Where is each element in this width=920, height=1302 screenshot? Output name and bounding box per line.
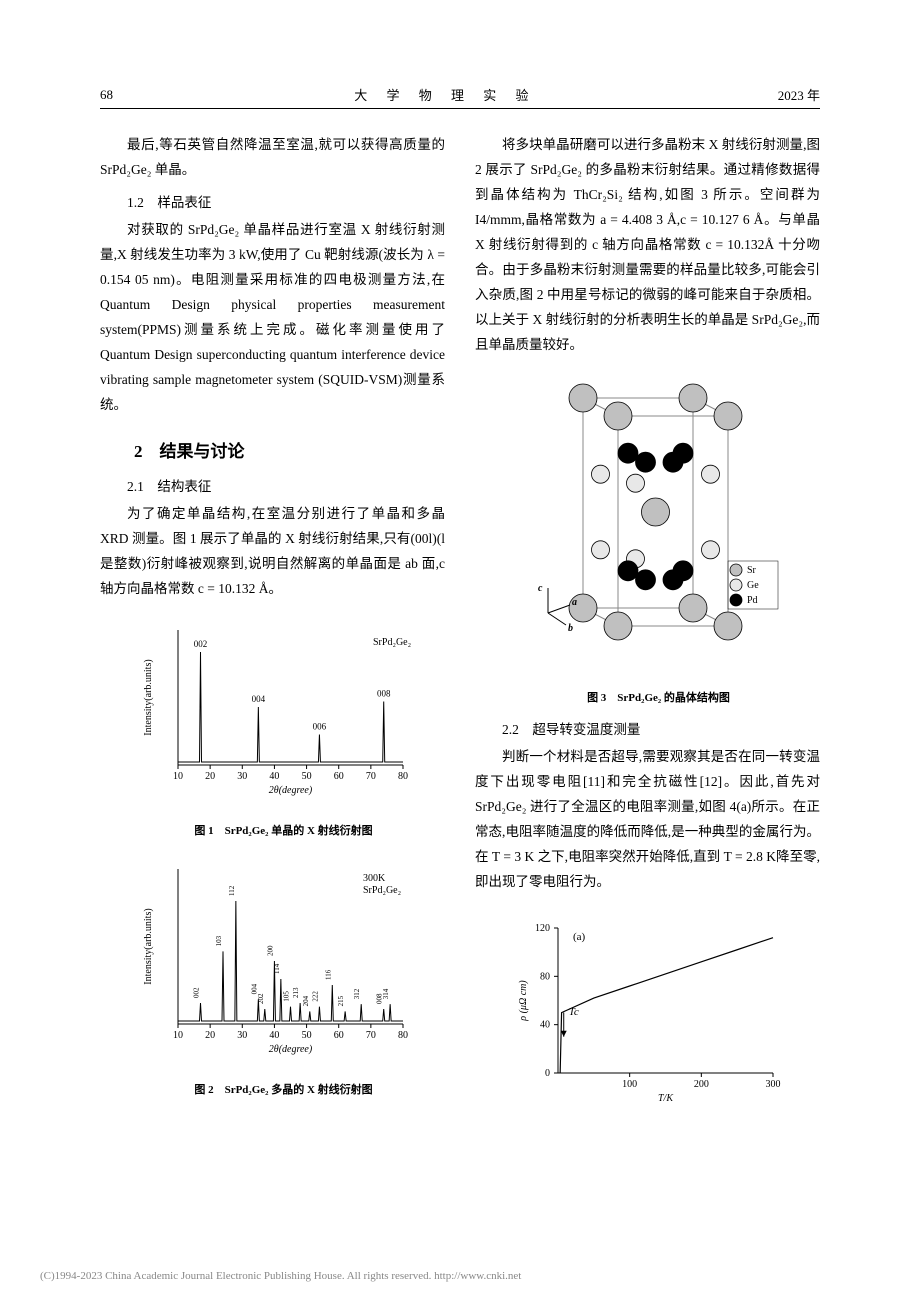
svg-text:40: 40 — [269, 771, 279, 782]
svg-text:300K: 300K — [363, 873, 386, 884]
svg-text:30: 30 — [237, 1030, 247, 1041]
svg-text:314: 314 — [382, 988, 390, 999]
fig2-caption: 图 2 SrPd₂Ge₂ 多晶的 X 射线衍射图 — [100, 1080, 445, 1100]
svg-text:105: 105 — [282, 991, 290, 1002]
svg-text:Pd: Pd — [747, 595, 758, 606]
svg-text:(a): (a) — [573, 931, 586, 943]
svg-text:40: 40 — [540, 1020, 550, 1031]
svg-text:Intensity(arb.units): Intensity(arb.units) — [143, 909, 154, 985]
svg-text:004: 004 — [251, 694, 265, 704]
fig4-chart: 100 200 300 0 40 80 120 (a) Tc T/K ρ (μΩ cm) — [508, 913, 788, 1103]
svg-text:100: 100 — [622, 1079, 637, 1090]
svg-text:300: 300 — [765, 1079, 780, 1090]
journal-title: 大 学 物 理 实 验 — [354, 85, 536, 104]
svg-text:Tc: Tc — [568, 1006, 578, 1018]
svg-text:312: 312 — [353, 988, 361, 999]
para: 判断一个材料是否超导,需要观察其是否在同一转变温度下出现零电阻[11]和完全抗磁… — [475, 745, 820, 895]
svg-text:10: 10 — [173, 771, 183, 782]
svg-text:80: 80 — [540, 971, 550, 982]
svg-text:116: 116 — [324, 970, 332, 981]
svg-text:2θ(degree): 2θ(degree) — [268, 1044, 312, 1055]
svg-text:b: b — [568, 623, 573, 634]
svg-text:SrPd₂Ge₂: SrPd₂Ge₂ — [363, 885, 401, 896]
svg-text:002: 002 — [193, 639, 207, 649]
svg-text:2θ(degree): 2θ(degree) — [268, 785, 312, 796]
fig3-caption: 图 3 SrPd₂Ge₂ 的晶体结构图 — [475, 688, 820, 708]
subsection-1-2: 1.2 样品表征 — [100, 191, 445, 216]
para: 最后,等石英管自然降温至室温,就可以获得高质量的 SrPd₂Ge₂ 单晶。 — [100, 133, 445, 183]
svg-text:ρ (μΩ cm): ρ (μΩ cm) — [518, 979, 529, 1021]
footer: (C)1994-2023 China Academic Journal Elec… — [0, 1270, 920, 1282]
fig3-structure: c a b Sr Ge Pd — [508, 373, 788, 673]
svg-text:60: 60 — [333, 1030, 343, 1041]
svg-text:200: 200 — [693, 1079, 708, 1090]
svg-text:80: 80 — [398, 771, 408, 782]
svg-text:006: 006 — [312, 721, 326, 731]
section-2: 2 结果与讨论 — [100, 436, 445, 467]
para: 对获取的 SrPd₂Ge₂ 单晶样品进行室温 X 射线衍射测量,X 射线发生功率… — [100, 218, 445, 418]
subsection-2-1: 2.1 结构表征 — [100, 475, 445, 500]
para: 将多块单晶研磨可以进行多晶粉末 X 射线衍射测量,图 2 展示了 SrPd₂Ge… — [475, 133, 820, 358]
svg-text:50: 50 — [301, 771, 311, 782]
svg-text:30: 30 — [237, 771, 247, 782]
svg-text:120: 120 — [535, 923, 550, 934]
page-number: 68 — [100, 87, 113, 103]
svg-text:215: 215 — [337, 996, 345, 1007]
fig1-chart: 10 20 30 40 50 60 70 80 002 004 006 008 SrPd₂Ge₂ 2θ(d… — [133, 620, 413, 800]
right-column: 将多块单晶研磨可以进行多晶粉末 X 射线衍射测量,图 2 展示了 SrPd₂Ge… — [475, 133, 820, 1130]
svg-text:112: 112 — [227, 886, 235, 897]
figure-2: 1020304050607080002103112004202200114105… — [100, 851, 445, 1100]
svg-text:213: 213 — [292, 987, 300, 998]
svg-text:a: a — [572, 597, 577, 608]
svg-text:Sr: Sr — [747, 565, 757, 576]
svg-text:T/K: T/K — [657, 1093, 673, 1103]
svg-text:40: 40 — [269, 1030, 279, 1041]
subsection-2-2: 2.2 超导转变温度测量 — [475, 718, 820, 743]
svg-text:0: 0 — [545, 1068, 550, 1079]
svg-text:50: 50 — [301, 1030, 311, 1041]
svg-text:20: 20 — [205, 771, 215, 782]
figure-3: c a b Sr Ge Pd 图 3 SrPd₂Ge₂ 的晶体结构图 — [475, 373, 820, 708]
svg-text:Ge: Ge — [747, 580, 759, 591]
svg-text:204: 204 — [301, 996, 309, 1007]
svg-text:10: 10 — [173, 1030, 183, 1041]
svg-text:20: 20 — [205, 1030, 215, 1041]
svg-text:200: 200 — [266, 945, 274, 956]
svg-text:70: 70 — [365, 771, 375, 782]
svg-text:Intensity(arb.units): Intensity(arb.units) — [143, 659, 154, 735]
svg-text:SrPd₂Ge₂: SrPd₂Ge₂ — [373, 637, 411, 648]
svg-text:004: 004 — [250, 984, 258, 995]
figure-1: 10 20 30 40 50 60 70 80 002 004 006 008 SrPd₂Ge₂ 2θ(d… — [100, 612, 445, 841]
page-header: 68 大 学 物 理 实 验 2023 年 — [100, 85, 820, 109]
svg-text:103: 103 — [215, 936, 223, 947]
figure-4: 100 200 300 0 40 80 120 (a) Tc T/K ρ (μΩ cm) — [475, 905, 820, 1120]
svg-text:c: c — [538, 583, 543, 594]
svg-text:70: 70 — [365, 1030, 375, 1041]
svg-text:008: 008 — [376, 688, 390, 698]
svg-text:60: 60 — [333, 771, 343, 782]
svg-text:222: 222 — [311, 991, 319, 1002]
para: 为了确定单晶结构,在室温分别进行了单晶和多晶 XRD 测量。图 1 展示了单晶的… — [100, 502, 445, 602]
year: 2023 年 — [778, 85, 820, 104]
svg-text:002: 002 — [192, 987, 200, 998]
left-column: 最后,等石英管自然降温至室温,就可以获得高质量的 SrPd₂Ge₂ 单晶。 1.… — [100, 133, 445, 1130]
svg-text:80: 80 — [398, 1030, 408, 1041]
fig1-caption: 图 1 SrPd₂Ge₂ 单晶的 X 射线衍射图 — [100, 821, 445, 841]
fig2-chart: 1020304050607080002103112004202200114105… — [133, 859, 413, 1059]
